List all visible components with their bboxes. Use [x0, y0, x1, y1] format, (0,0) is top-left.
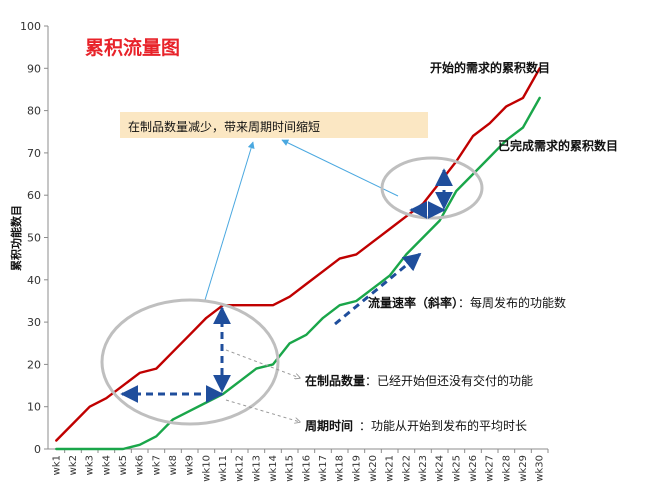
x-tick-label: wk10	[201, 455, 212, 482]
y-tick-label: 40	[27, 274, 41, 287]
x-tick-label: wk2	[68, 455, 79, 475]
axes	[44, 25, 549, 453]
y-tick-label: 10	[27, 401, 41, 414]
cycle-time-desc: ：功能从开始到发布的平均时长	[359, 418, 527, 433]
x-tick-label: wk24	[435, 455, 446, 482]
flow-rate-desc: ：每周发布的功能数	[458, 295, 566, 310]
y-tick-label: 50	[27, 232, 41, 245]
x-tick-label: wk1	[51, 455, 62, 475]
callout-pointer-right	[281, 139, 399, 197]
cycle-time-bold: 周期时间	[305, 418, 353, 433]
highlight-ellipse-early	[100, 298, 280, 426]
x-tick-label: wk29	[518, 455, 529, 482]
x-tick-label: wk26	[468, 455, 479, 482]
y-tick-label: 20	[27, 358, 41, 371]
cycle-time-leader	[225, 399, 300, 422]
flow-rate-bold: 流量速率（斜率）	[368, 295, 458, 310]
y-tick-label: 70	[27, 147, 41, 160]
x-tick-label: wk16	[301, 455, 312, 482]
x-tick-label: wk3	[85, 455, 96, 475]
x-tick-label: wk30	[535, 455, 546, 482]
x-tick-label: wk6	[135, 455, 146, 475]
cycle-time-annotation: 周期时间 ：功能从开始到发布的平均时长	[305, 418, 527, 433]
x-tick-label: wk27	[485, 455, 496, 482]
wip-leader	[225, 349, 300, 378]
x-tick-label: wk23	[418, 455, 429, 482]
y-tick-label: 0	[34, 443, 41, 456]
series-label-done: 已完成需求的累积数目	[498, 138, 618, 153]
x-tick-label: wk22	[401, 455, 412, 482]
x-tick-label: wk11	[218, 455, 229, 482]
wip-annotation: 在制品数量：已经开始但还没有交付的功能	[305, 373, 533, 388]
x-tick-label: wk20	[368, 455, 379, 482]
x-tick-labels: wk1 wk2 wk3 wk4 wk5 wk6 wk7 wk8 wk9 wk10 wk11 wk12 w…	[51, 455, 545, 482]
chart-title: 累积流量图	[85, 36, 180, 59]
y-tick-labels: 0 10 20 30 40 50 60 70 80 90 100	[20, 20, 41, 456]
y-axis-label: 累积功能数目	[9, 205, 23, 271]
x-tick-label: wk4	[101, 455, 112, 475]
x-tick-label: wk9	[185, 455, 196, 475]
x-tick-label: wk18	[335, 455, 346, 482]
wip-bold: 在制品数量	[305, 373, 365, 388]
x-tick-label: wk13	[251, 455, 262, 482]
x-tick-label: wk7	[151, 455, 162, 475]
y-tick-label: 30	[27, 316, 41, 329]
wip-reduce-callout-box	[120, 112, 428, 138]
x-tick-label: wk17	[318, 455, 329, 482]
flow-rate-arrow	[334, 252, 422, 326]
y-tick-label: 60	[27, 189, 41, 202]
flow-rate-annotation: 流量速率（斜率）：每周发布的功能数	[368, 295, 566, 310]
x-tick-label: wk28	[501, 455, 512, 482]
x-tick-label: wk8	[168, 455, 179, 475]
x-tick-label: wk21	[385, 455, 396, 482]
y-tick-label: 100	[20, 20, 41, 33]
x-tick-label: wk12	[235, 455, 246, 482]
x-tick-label: wk19	[351, 455, 362, 482]
x-tick-label: wk5	[118, 455, 129, 475]
wip-desc: ：已经开始但还没有交付的功能	[365, 373, 533, 388]
series-lines	[55, 67, 541, 451]
x-tick-label: wk15	[285, 455, 296, 482]
series-label-started: 开始的需求的累积数目	[430, 60, 550, 75]
series-line-done	[55, 96, 541, 451]
callout-pointer-left	[204, 141, 255, 301]
y-tick-label: 90	[27, 62, 41, 75]
series-line-started	[55, 67, 541, 442]
x-tick-label: wk14	[268, 455, 279, 482]
y-tick-label: 80	[27, 105, 41, 118]
wip-reduce-callout-text: 在制品数量减少，带来周期时间缩短	[128, 119, 320, 134]
x-tick-label: wk25	[451, 455, 462, 482]
